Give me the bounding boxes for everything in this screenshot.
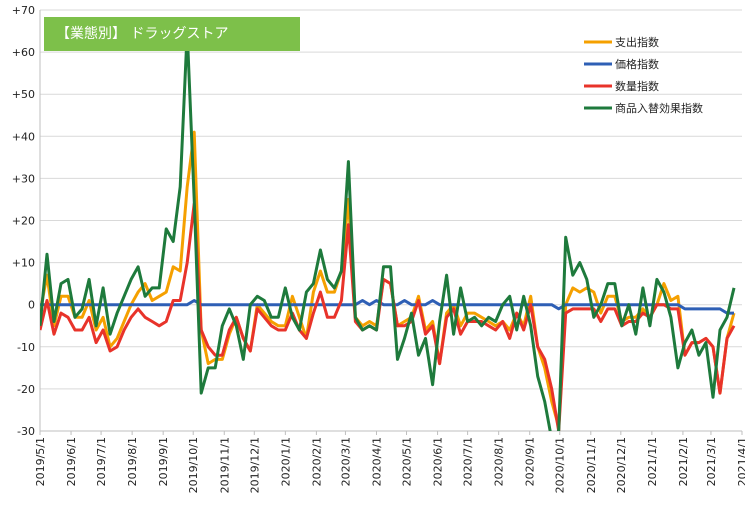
x-tick-label: 2020/7/1 (462, 437, 475, 486)
y-tick-label: +60 (12, 46, 35, 59)
grid-lines (39, 9, 742, 432)
x-tick-label: 2019/11/1 (218, 437, 231, 493)
badge-label: 【業態別】 ドラッグストア (56, 26, 228, 42)
series-lines (40, 29, 736, 431)
y-tick-label: +70 (12, 4, 35, 17)
x-tick-label: 2019/12/1 (248, 437, 261, 493)
legend-label: 数量指数 (615, 79, 659, 93)
legend-label: 支出指数 (615, 35, 659, 49)
series-line-3 (40, 29, 736, 431)
x-tick-label: 2020/2/1 (310, 437, 323, 486)
x-tick-label: 2020/4/1 (370, 437, 383, 486)
x-tick-label: 2019/10/1 (187, 437, 200, 493)
badge-background (44, 17, 300, 51)
y-tick-label: -20 (17, 383, 35, 396)
legend-label: 価格指数 (615, 57, 659, 71)
series-line-2 (40, 202, 736, 431)
x-tick-label: 2020/10/1 (554, 437, 567, 493)
series-line-0 (40, 130, 736, 429)
y-tick-label: +50 (12, 88, 35, 101)
y-axis: +70 +60 +50 +40 +30 +20 +10 0 -10 -20 -30 (12, 4, 35, 438)
x-tick-label: 2019/8/1 (126, 437, 139, 486)
legend-label: 商品入替効果指数 (615, 101, 703, 115)
x-tick-label: 2019/7/1 (95, 437, 108, 486)
x-axis: 2019/5/1 2019/6/1 2019/7/1 2019/8/1 2019/9/1… (34, 431, 745, 493)
x-tick-label: 2020/3/1 (339, 437, 352, 486)
x-tick-label: 2020/11/1 (585, 437, 598, 493)
y-tick-label: 0 (28, 299, 35, 312)
y-tick-label: +10 (12, 257, 35, 270)
x-tick-label: 2020/6/1 (432, 437, 445, 486)
x-tick-label: 2021/1/1 (646, 437, 659, 486)
x-tick-label: 2019/5/1 (34, 437, 47, 486)
y-tick-label: +20 (12, 215, 35, 228)
x-tick-label: 2021/4/1 (736, 437, 745, 486)
x-tick-label: 2019/9/1 (157, 437, 170, 486)
x-tick-label: 2020/8/1 (493, 437, 506, 486)
x-tick-label: 2020/12/1 (615, 437, 628, 493)
x-tick-label: 2020/5/1 (401, 437, 414, 486)
y-tick-label: +40 (12, 130, 35, 143)
y-tick-label: -30 (17, 425, 35, 438)
x-tick-label: 2020/1/1 (279, 437, 292, 486)
x-tick-label: 2019/6/1 (65, 437, 78, 486)
y-tick-label: +30 (12, 172, 35, 185)
x-tick-label: 2021/2/1 (677, 437, 690, 486)
x-tick-label: 2020/9/1 (524, 437, 537, 486)
x-tick-label: 2021/3/1 (705, 437, 718, 486)
category-badge: 【業態別】 ドラッグストア (44, 17, 300, 51)
y-tick-label: -10 (17, 341, 35, 354)
